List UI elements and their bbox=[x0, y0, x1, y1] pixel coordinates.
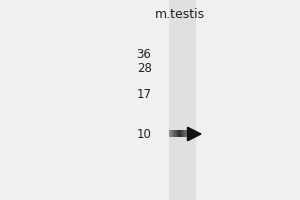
Text: 17: 17 bbox=[136, 88, 152, 100]
Text: 10: 10 bbox=[136, 128, 152, 140]
Bar bbox=[169, 0, 196, 200]
Text: 28: 28 bbox=[136, 62, 152, 74]
Text: m.testis: m.testis bbox=[155, 7, 205, 21]
Text: 36: 36 bbox=[136, 47, 152, 60]
Polygon shape bbox=[188, 127, 201, 141]
